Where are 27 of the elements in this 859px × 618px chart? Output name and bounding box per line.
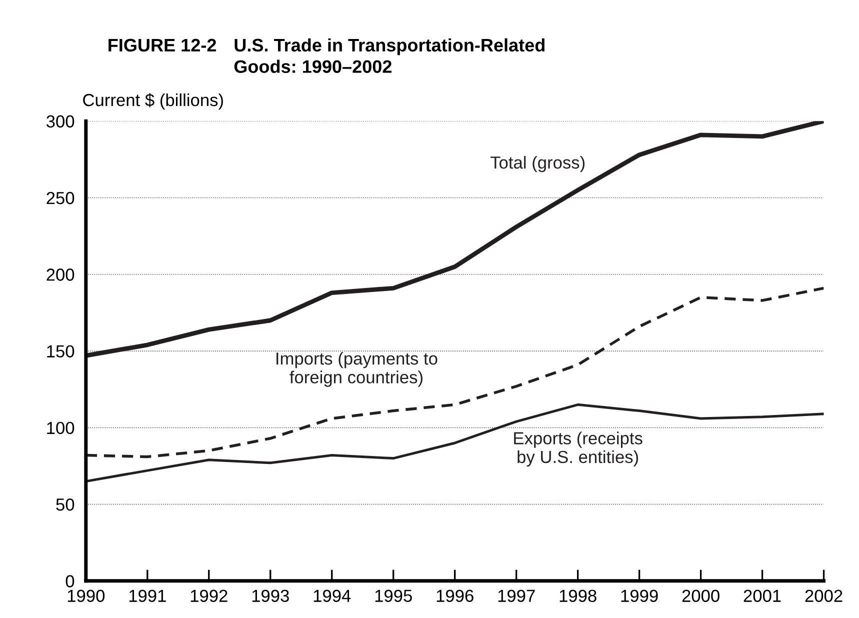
series-label: Total (gross) <box>490 156 585 172</box>
y-tick-label: 250 <box>46 192 74 204</box>
y-axis-title: Current $ (billions) <box>83 93 223 110</box>
line-series <box>86 403 824 483</box>
x-tick-label: 1992 <box>190 590 228 602</box>
y-tick-label: 200 <box>46 268 74 281</box>
x-tick-label: 1997 <box>498 590 535 602</box>
y-tick-label: 150 <box>47 345 74 358</box>
series-label: Imports (payments to foreign countries) <box>276 352 438 387</box>
x-tick-label: 1998 <box>560 590 596 602</box>
x-tick-label: 1996 <box>436 590 474 602</box>
series-label: Exports (receipts by U.S. entities) <box>514 432 642 467</box>
x-tick-label: 1999 <box>621 590 658 602</box>
y-tick-label: 50 <box>56 498 74 511</box>
x-tick-label: 1994 <box>314 590 351 602</box>
y-tick-label: 100 <box>47 422 74 434</box>
x-tick-label: 1993 <box>252 590 289 602</box>
x-tick-label: 2002 <box>805 590 842 602</box>
chart-title: FIGURE 12-2 <box>108 38 216 52</box>
y-tick-label: 300 <box>46 115 74 128</box>
y-tick-label: 0 <box>66 575 74 588</box>
x-tick-label: 1991 <box>129 590 166 602</box>
x-tick-label: 1995 <box>375 590 412 602</box>
x-tick-label: 2000 <box>682 590 720 602</box>
x-tick-label: 2001 <box>744 590 781 602</box>
chart-subtitle: U.S. Trade in Transportation-Related Goods: 1990–2002 <box>234 38 544 73</box>
x-tick-label: 1990 <box>68 590 105 602</box>
